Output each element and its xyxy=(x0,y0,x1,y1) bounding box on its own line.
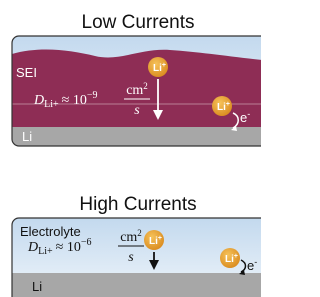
ion-charge: + xyxy=(158,235,162,242)
layer-label: SEI xyxy=(16,65,37,80)
eq-relation: ≈ 10 xyxy=(62,93,87,108)
electrode-label: Li xyxy=(32,279,42,294)
panel-title: Low Currents xyxy=(82,12,195,33)
eq-denominator: s xyxy=(128,250,134,265)
li-electrode xyxy=(12,273,261,297)
eq-num-power: 2 xyxy=(137,228,142,238)
eq-symbol: D xyxy=(27,240,38,255)
eq-relation: ≈ 10 xyxy=(56,240,81,255)
electron-charge: - xyxy=(247,109,250,119)
eq-symbol: D xyxy=(33,93,44,108)
ion-symbol: Li xyxy=(225,254,234,265)
eq-exponent: −6 xyxy=(81,237,92,248)
ion-charge: + xyxy=(234,253,238,260)
eq-exponent: −9 xyxy=(87,90,98,101)
electron-symbol: e xyxy=(240,110,247,125)
layer-label: Electrolyte xyxy=(20,224,81,239)
eq-num-power: 2 xyxy=(143,81,148,91)
diagram: Low Currents SEI Li DLi+≈ 10−9 cm2 s Li+… xyxy=(0,0,261,297)
ion-symbol: Li xyxy=(153,63,162,74)
electron-charge: - xyxy=(254,257,257,267)
electron-symbol: e xyxy=(247,258,254,273)
eq-subscript: Li+ xyxy=(38,246,53,257)
ion-charge: + xyxy=(162,62,166,69)
eq-denominator: s xyxy=(134,103,140,118)
ion-charge: + xyxy=(226,101,230,108)
eq-num: cm xyxy=(120,230,137,245)
eq-num: cm xyxy=(126,83,143,98)
ion-symbol: Li xyxy=(149,236,158,247)
eq-subscript: Li+ xyxy=(44,99,59,110)
panel-title: High Currents xyxy=(79,194,196,215)
ion-symbol: Li xyxy=(217,102,226,113)
li-electrode xyxy=(12,127,261,147)
electrode-label: Li xyxy=(22,129,32,144)
